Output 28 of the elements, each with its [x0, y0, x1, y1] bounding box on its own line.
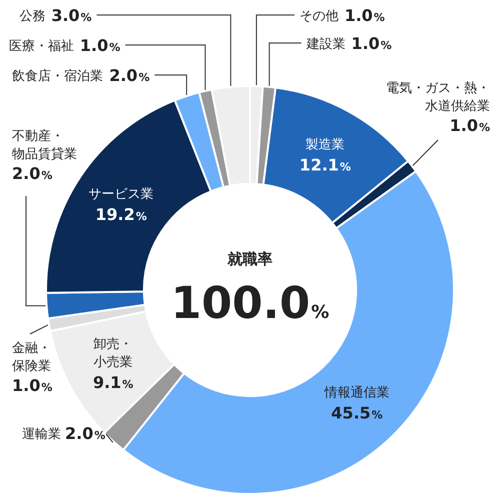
data-label: 3.0% [51, 6, 92, 25]
data-label: 2.0% [65, 424, 106, 443]
slice-label: 製造業 [306, 137, 345, 152]
slice-label: 電気・ガス・熱・水道供給業 [386, 81, 490, 114]
data-label: 2.0% [12, 164, 52, 183]
data-label: 45.5% [331, 403, 383, 422]
slice-label: 医療・福祉 [8, 39, 74, 54]
slice-label: 情報通信業 [323, 385, 390, 400]
slice-label: 運輸業 [22, 427, 61, 442]
data-label: 12.1% [299, 155, 351, 174]
data-label: 1.0% [344, 6, 385, 25]
data-label: 19.2% [95, 204, 147, 224]
data-label: 1.0% [351, 34, 392, 53]
data-label: 1.0% [80, 36, 120, 55]
data-label: 1.0% [450, 116, 490, 135]
slice-label: 卸売・小売業 [94, 336, 133, 370]
text: 就職率 [226, 250, 272, 268]
slice-label: 飲食店・宿泊業 [12, 68, 104, 84]
slice-label: サービス業 [88, 186, 154, 202]
data-label: 1.0% [12, 376, 52, 395]
data-label: 2.0% [109, 66, 150, 85]
slice-label: 金融・保険業 [12, 341, 51, 374]
data-label: 9.1% [92, 372, 134, 392]
slice-label: 公務 [19, 9, 46, 24]
slice-label: その他 [299, 9, 338, 24]
slice-label: 建設業 [305, 37, 346, 52]
text: 100.0% [170, 278, 330, 329]
slice-label: 不動産・物品賃貸業 [12, 128, 77, 162]
